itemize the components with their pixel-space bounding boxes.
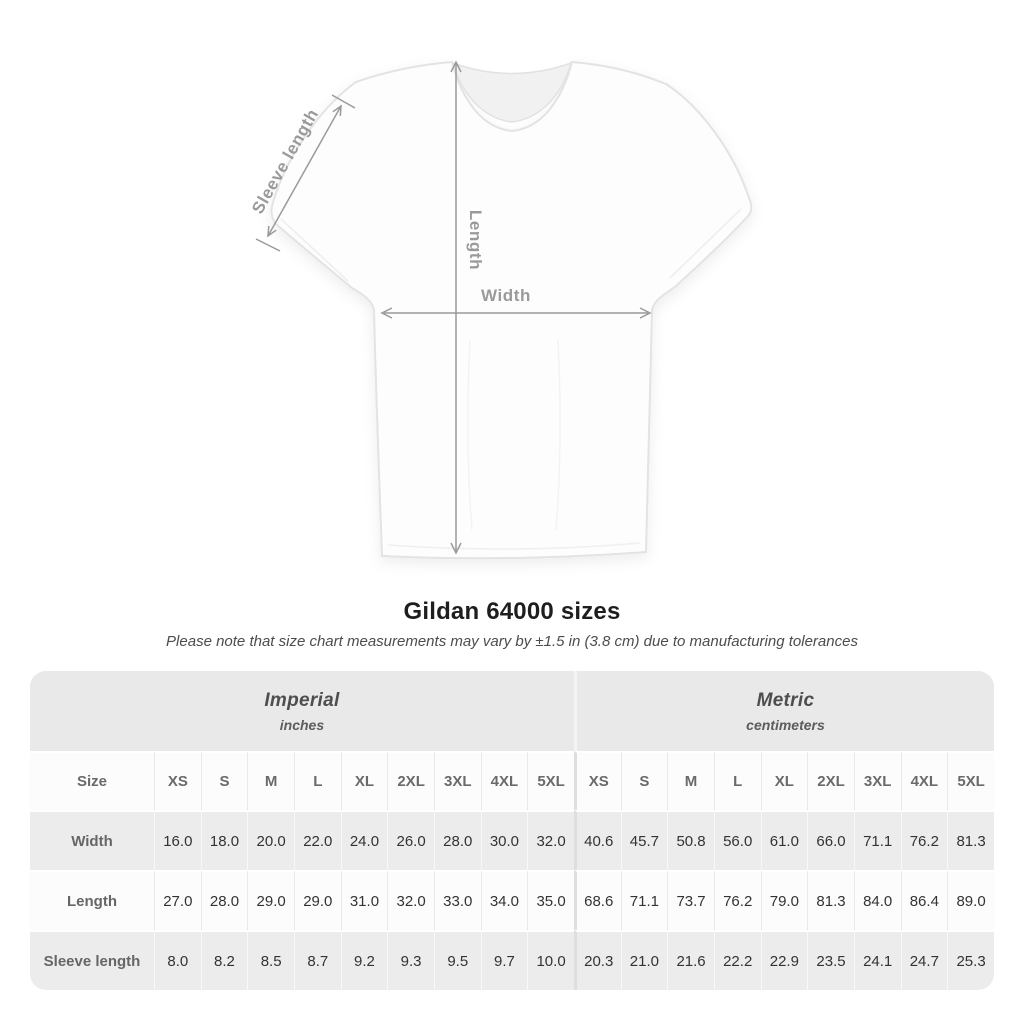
value-cell: 76.2 [713, 870, 761, 930]
row-label: Length [30, 870, 154, 930]
size-col-header: 2XL [807, 751, 854, 810]
value-cell: 9.7 [480, 930, 528, 990]
row-label: Width [30, 810, 154, 870]
length-dimension-label: Length [466, 210, 485, 270]
size-col-header: XL [340, 751, 388, 810]
value-cell: 33.0 [433, 870, 481, 930]
size-col-header: 5XL [527, 751, 574, 810]
value-cell: 89.0 [947, 870, 994, 930]
value-cell: 56.0 [713, 810, 761, 870]
value-cell: 20.3 [573, 930, 621, 990]
value-cell: 61.0 [760, 810, 808, 870]
size-col-header: 3XL [433, 751, 481, 810]
tshirt-shape [270, 60, 753, 560]
value-cell: 71.1 [853, 810, 901, 870]
value-cell: 81.3 [947, 810, 994, 870]
value-cell: 9.3 [387, 930, 434, 990]
value-cell: 9.2 [340, 930, 388, 990]
value-cell: 8.5 [247, 930, 294, 990]
value-cell: 8.7 [293, 930, 341, 990]
length-arrow [450, 60, 462, 555]
size-col-header: S [200, 751, 248, 810]
value-cell: 76.2 [900, 810, 948, 870]
value-cell: 32.0 [527, 810, 574, 870]
size-col-header: XS [573, 751, 621, 810]
value-cell: 10.0 [527, 930, 574, 990]
value-cell: 32.0 [387, 870, 434, 930]
width-arrow [380, 307, 652, 319]
tshirt-image: Width Length Sleeve length [248, 60, 753, 560]
value-cell: 30.0 [480, 810, 528, 870]
value-cell: 40.6 [573, 810, 621, 870]
value-cell: 86.4 [900, 870, 948, 930]
value-cell: 18.0 [200, 810, 248, 870]
value-cell: 66.0 [807, 810, 854, 870]
value-cell: 27.0 [154, 870, 201, 930]
size-col-header: M [247, 751, 294, 810]
value-cell: 21.0 [620, 930, 668, 990]
page-subtitle: Please note that size chart measurements… [166, 633, 858, 650]
unit-band-row: Imperial inches Metric centimeters [30, 671, 994, 751]
value-cell: 35.0 [527, 870, 574, 930]
metric-band-subtitle: centimeters [746, 716, 825, 733]
value-cell: 24.7 [900, 930, 948, 990]
value-cell: 28.0 [433, 810, 481, 870]
value-cell: 24.1 [853, 930, 901, 990]
value-cell: 34.0 [480, 870, 528, 930]
value-cell: 26.0 [387, 810, 434, 870]
size-header-row: Size XS S M L XL 2XL 3XL 4XL 5XL XS S M … [30, 751, 994, 810]
length-row: Length 27.0 28.0 29.0 29.0 31.0 32.0 33.… [30, 870, 994, 930]
value-cell: 29.0 [247, 870, 294, 930]
size-col-header: L [713, 751, 761, 810]
value-cell: 24.0 [340, 810, 388, 870]
row-label: Sleeve length [30, 930, 154, 990]
size-header-cell: Size [30, 751, 154, 810]
value-cell: 79.0 [760, 870, 808, 930]
size-col-header: 5XL [947, 751, 994, 810]
size-col-header: 3XL [853, 751, 901, 810]
page-title: Gildan 64000 sizes [403, 598, 621, 625]
value-cell: 8.2 [200, 930, 248, 990]
value-cell: 50.8 [667, 810, 714, 870]
shirt-diagram: Width Length Sleeve length [248, 60, 753, 560]
imperial-band-title: Imperial [264, 689, 340, 711]
size-col-header: XL [760, 751, 808, 810]
value-cell: 25.3 [947, 930, 994, 990]
value-cell: 8.0 [154, 930, 201, 990]
size-col-header: 4XL [480, 751, 528, 810]
sleeve-length-arrow [255, 94, 356, 252]
size-col-header: 4XL [900, 751, 948, 810]
size-chart-table: Imperial inches Metric centimeters Size … [30, 671, 994, 990]
width-dimension-label: Width [481, 286, 531, 305]
value-cell: 31.0 [340, 870, 388, 930]
sleeve-length-row: Sleeve length 8.0 8.2 8.5 8.7 9.2 9.3 9.… [30, 930, 994, 990]
value-cell: 71.1 [620, 870, 668, 930]
size-col-header: L [293, 751, 341, 810]
value-cell: 29.0 [293, 870, 341, 930]
imperial-band-subtitle: inches [279, 716, 325, 733]
value-cell: 81.3 [807, 870, 854, 930]
value-cell: 45.7 [620, 810, 668, 870]
size-col-header: S [620, 751, 668, 810]
size-col-header: XS [154, 751, 201, 810]
value-cell: 22.0 [293, 810, 341, 870]
value-cell: 9.5 [433, 930, 481, 990]
value-cell: 84.0 [853, 870, 901, 930]
value-cell: 16.0 [154, 810, 201, 870]
value-cell: 22.9 [760, 930, 808, 990]
imperial-band: Imperial inches [30, 671, 574, 751]
width-row: Width 16.0 18.0 20.0 22.0 24.0 26.0 28.0… [30, 810, 994, 870]
size-chart-card: Imperial inches Metric centimeters Size … [30, 671, 994, 990]
value-cell: 68.6 [573, 870, 621, 930]
value-cell: 20.0 [247, 810, 294, 870]
size-col-header: M [667, 751, 714, 810]
value-cell: 28.0 [200, 870, 248, 930]
value-cell: 73.7 [667, 870, 714, 930]
value-cell: 22.2 [713, 930, 761, 990]
metric-band: Metric centimeters [573, 671, 994, 751]
size-col-header: 2XL [387, 751, 434, 810]
value-cell: 21.6 [667, 930, 714, 990]
metric-band-title: Metric [756, 689, 815, 711]
value-cell: 23.5 [807, 930, 854, 990]
